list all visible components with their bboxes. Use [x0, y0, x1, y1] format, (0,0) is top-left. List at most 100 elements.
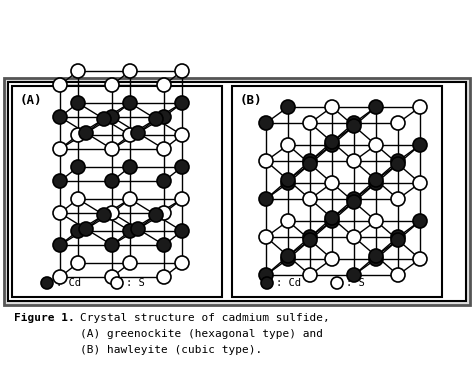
Circle shape [123, 128, 137, 142]
Circle shape [97, 112, 111, 126]
Circle shape [347, 192, 361, 206]
Circle shape [71, 64, 85, 78]
Circle shape [79, 126, 93, 140]
Text: : Cd: : Cd [56, 278, 81, 288]
Circle shape [71, 224, 85, 238]
Circle shape [71, 96, 85, 110]
Circle shape [149, 208, 163, 222]
Circle shape [157, 206, 171, 220]
Circle shape [149, 112, 163, 126]
Circle shape [391, 233, 405, 247]
Circle shape [303, 157, 317, 171]
Circle shape [391, 230, 405, 244]
Circle shape [259, 116, 273, 130]
Circle shape [259, 268, 273, 282]
Circle shape [369, 249, 383, 263]
Circle shape [325, 252, 339, 266]
Circle shape [281, 176, 295, 190]
Circle shape [261, 277, 273, 289]
Circle shape [347, 116, 361, 130]
Circle shape [369, 173, 383, 187]
Circle shape [71, 256, 85, 270]
Circle shape [175, 64, 189, 78]
Circle shape [123, 224, 137, 238]
Circle shape [413, 214, 427, 228]
Circle shape [259, 192, 273, 206]
Circle shape [303, 154, 317, 168]
Circle shape [281, 138, 295, 152]
Circle shape [123, 64, 137, 78]
Circle shape [123, 96, 137, 110]
Circle shape [53, 238, 67, 252]
Circle shape [303, 233, 317, 247]
Circle shape [413, 100, 427, 114]
Circle shape [53, 174, 67, 188]
Circle shape [259, 230, 273, 244]
Circle shape [111, 277, 123, 289]
Circle shape [71, 192, 85, 206]
Circle shape [369, 252, 383, 266]
Circle shape [53, 206, 67, 220]
Circle shape [347, 268, 361, 282]
Circle shape [175, 256, 189, 270]
Circle shape [303, 116, 317, 130]
Circle shape [105, 174, 119, 188]
Circle shape [157, 238, 171, 252]
Text: Figure 1.: Figure 1. [14, 313, 75, 323]
Circle shape [131, 126, 145, 140]
Circle shape [325, 135, 339, 149]
Circle shape [413, 176, 427, 190]
Circle shape [325, 100, 339, 114]
FancyBboxPatch shape [12, 86, 222, 297]
Circle shape [123, 192, 137, 206]
Circle shape [369, 214, 383, 228]
Text: : Cd: : Cd [276, 278, 301, 288]
Circle shape [131, 222, 145, 236]
Circle shape [281, 214, 295, 228]
Circle shape [53, 78, 67, 92]
Circle shape [347, 119, 361, 133]
Circle shape [303, 268, 317, 282]
Circle shape [347, 195, 361, 209]
Circle shape [281, 249, 295, 263]
Circle shape [97, 208, 111, 222]
Text: (B): (B) [240, 94, 263, 107]
Circle shape [157, 142, 171, 156]
Circle shape [281, 252, 295, 266]
FancyBboxPatch shape [232, 86, 442, 297]
Circle shape [325, 214, 339, 228]
Circle shape [175, 128, 189, 142]
Text: (A) greenockite (hexagonal type) and: (A) greenockite (hexagonal type) and [80, 329, 323, 339]
Circle shape [259, 154, 273, 168]
Circle shape [369, 138, 383, 152]
Circle shape [325, 211, 339, 225]
Circle shape [53, 270, 67, 284]
Circle shape [347, 230, 361, 244]
Circle shape [53, 110, 67, 124]
Circle shape [281, 100, 295, 114]
Circle shape [331, 277, 343, 289]
Circle shape [41, 277, 53, 289]
Circle shape [157, 110, 171, 124]
Circle shape [303, 230, 317, 244]
Circle shape [105, 238, 119, 252]
Circle shape [123, 256, 137, 270]
Circle shape [175, 96, 189, 110]
Circle shape [391, 154, 405, 168]
Circle shape [369, 176, 383, 190]
Text: : S: : S [346, 278, 365, 288]
Circle shape [157, 78, 171, 92]
Circle shape [105, 142, 119, 156]
Circle shape [175, 192, 189, 206]
FancyBboxPatch shape [4, 78, 470, 305]
Text: (B) hawleyite (cubic type).: (B) hawleyite (cubic type). [80, 345, 262, 355]
Circle shape [53, 142, 67, 156]
FancyBboxPatch shape [8, 82, 466, 301]
Circle shape [391, 116, 405, 130]
Circle shape [105, 78, 119, 92]
Circle shape [413, 252, 427, 266]
Circle shape [79, 222, 93, 236]
Circle shape [175, 224, 189, 238]
Circle shape [325, 138, 339, 152]
Text: (A): (A) [20, 94, 43, 107]
